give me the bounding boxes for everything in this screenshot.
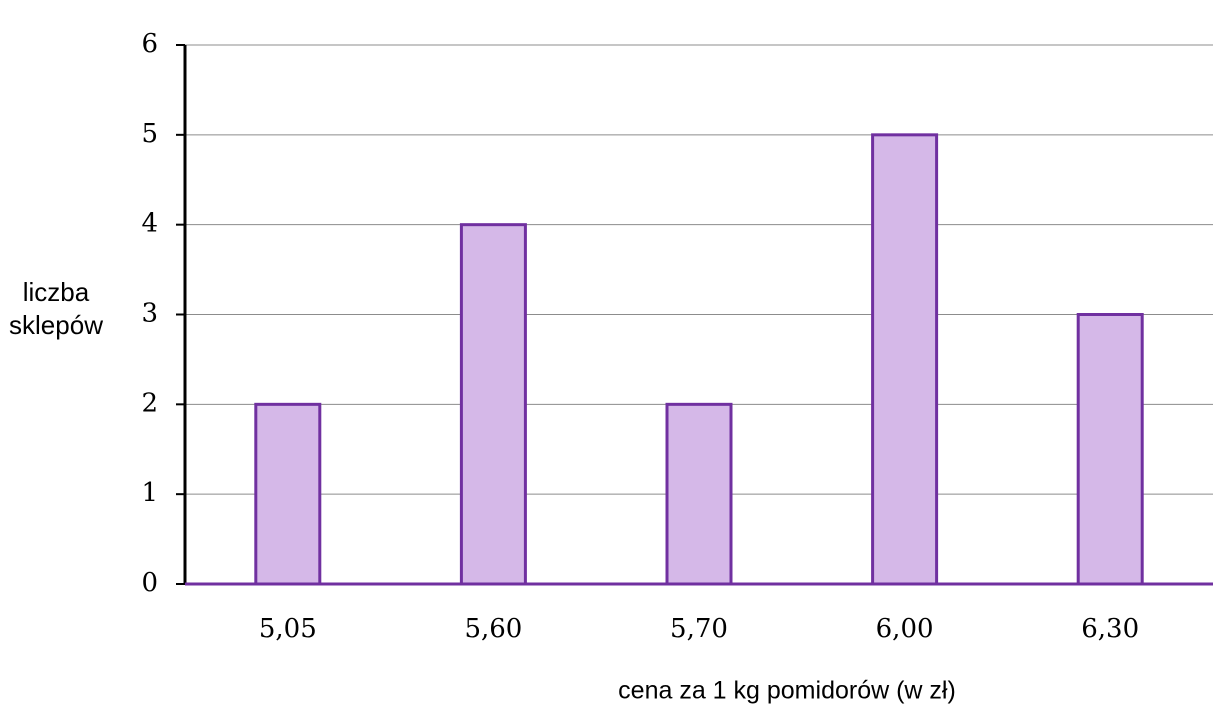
bar	[1076, 313, 1144, 586]
bar	[254, 402, 322, 586]
y-tick-label: 2	[141, 388, 158, 418]
x-tick-label: 6,30	[1081, 614, 1139, 644]
x-axis-label: cena za 1 kg pomidorów (w zł)	[618, 677, 956, 705]
y-tick-label: 6	[141, 29, 158, 59]
y-tick-label: 1	[141, 478, 158, 508]
y-tick-label: 0	[141, 568, 158, 598]
y-tick-label: 5	[141, 119, 158, 149]
y-tick-label: 4	[141, 209, 158, 239]
y-axis-label: liczba sklepów	[9, 277, 103, 340]
bar	[459, 223, 527, 586]
x-tick-label: 5,05	[259, 614, 317, 644]
x-tick-label: 5,60	[464, 614, 522, 644]
x-tick-label: 5,70	[670, 614, 728, 644]
x-tick-label: 6,00	[876, 614, 934, 644]
bar	[665, 402, 733, 586]
bar	[871, 133, 939, 586]
y-tick-label: 3	[141, 299, 158, 329]
